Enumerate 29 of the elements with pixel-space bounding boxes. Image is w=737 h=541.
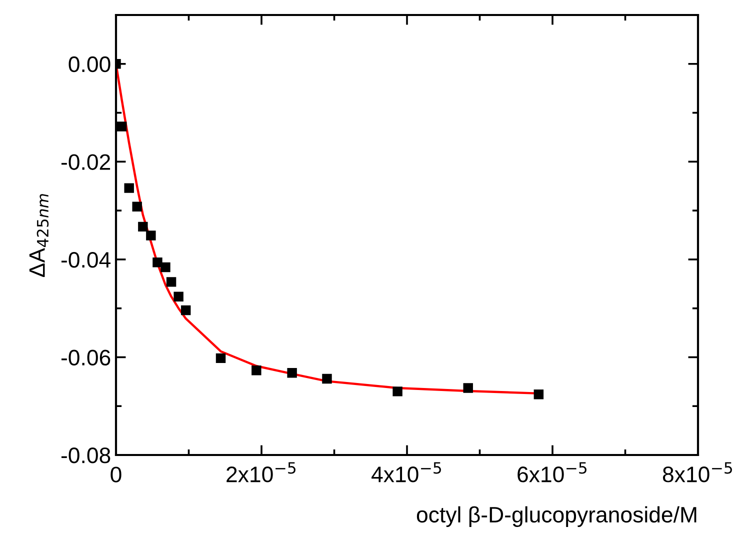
point	[146, 230, 156, 240]
x-tick-label: 6x10$^{−5}$	[518, 462, 586, 482]
point	[132, 202, 142, 212]
y-tick-label: -0.06	[61, 350, 110, 366]
x-axis-title: octyl β-D-glucopyranoside/M	[416, 506, 696, 527]
point	[534, 390, 544, 400]
x-tick-label: 8x10$^{−5}$	[662, 462, 732, 482]
point	[322, 374, 332, 384]
point	[138, 222, 148, 232]
point	[287, 368, 297, 378]
point	[166, 277, 176, 287]
x-tick-label: 0	[110, 466, 122, 482]
point	[152, 258, 162, 268]
y-tick-label: -0.04	[61, 252, 110, 268]
point	[160, 262, 170, 272]
y-tick-label: 0.00	[68, 56, 110, 72]
y-axis-title: ΔA$_{425nm}$	[29, 194, 49, 278]
point	[463, 383, 473, 393]
point	[180, 305, 191, 316]
point	[116, 122, 127, 132]
x-tick-label: 4x10$^{−5}$	[372, 462, 441, 482]
point	[216, 353, 226, 364]
point	[174, 292, 184, 302]
y-tick-label: -0.08	[61, 448, 110, 464]
point	[252, 366, 262, 376]
point	[124, 183, 134, 193]
x-tick-label: 2x10$^{−5}$	[226, 462, 296, 482]
y-tick-label: -0.02	[61, 154, 110, 170]
point	[392, 386, 402, 396]
